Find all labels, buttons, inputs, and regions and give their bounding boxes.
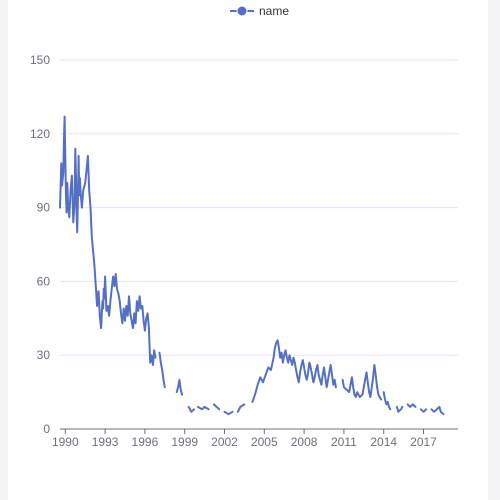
x-tick-label: 1993 (92, 435, 119, 449)
y-tick-label: 120 (30, 127, 50, 141)
x-tick-label: 2011 (331, 435, 357, 449)
series-line-segment (212, 403, 221, 411)
y-tick-label: 150 (30, 53, 50, 67)
x-tick-label: 2008 (291, 435, 318, 449)
x-tick-label: 1990 (52, 435, 79, 449)
y-tick-label: 60 (37, 274, 51, 288)
x-tick-label: 2017 (410, 435, 437, 449)
series-line-segment (158, 351, 166, 389)
y-tick-label: 90 (37, 201, 51, 215)
series-line-segment (223, 410, 234, 416)
series-line-segment (59, 115, 157, 366)
legend-label[interactable]: name (259, 4, 289, 18)
x-tick-label: 2002 (211, 435, 238, 449)
series-line-segment (396, 405, 404, 413)
x-tick-label: 1996 (132, 435, 159, 449)
series-line-segment (236, 403, 246, 413)
x-tick-label: 1999 (171, 435, 198, 449)
series-line-segment (187, 405, 195, 413)
series-line-segment (341, 364, 383, 401)
x-tick-label: 2014 (370, 435, 397, 449)
series-line-segment (175, 378, 184, 396)
series-line-segment (419, 408, 428, 413)
x-tick-label: 2005 (251, 435, 278, 449)
legend-marker-icon[interactable] (236, 5, 248, 17)
series-line-segment (406, 403, 417, 408)
chart-panel (8, 0, 488, 500)
series-line-segment (251, 339, 337, 403)
y-tick-label: 30 (37, 348, 51, 362)
y-tick-label: 0 (43, 422, 50, 436)
series-line-segment (382, 391, 392, 411)
series-line-segment (430, 405, 445, 416)
series-line-segment (197, 405, 210, 411)
